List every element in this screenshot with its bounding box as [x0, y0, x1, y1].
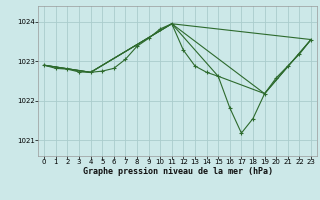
X-axis label: Graphe pression niveau de la mer (hPa): Graphe pression niveau de la mer (hPa)	[83, 167, 273, 176]
